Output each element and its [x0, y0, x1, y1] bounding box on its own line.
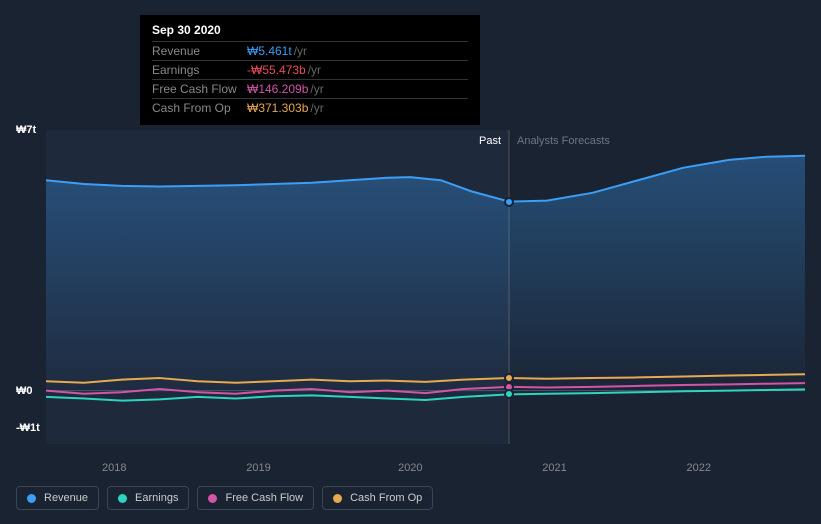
tooltip-metric-value: ₩5.461t: [247, 44, 292, 58]
tooltip-row: Earnings-₩55.473b/yr: [152, 61, 468, 80]
chart-svg: [46, 130, 805, 444]
tooltip-row: Revenue₩5.461t/yr: [152, 42, 468, 61]
x-axis-tick: 2022: [686, 462, 710, 474]
legend-item-earnings[interactable]: Earnings: [107, 486, 189, 510]
tooltip-metric-label: Revenue: [152, 44, 247, 58]
legend-item-cash-from-op[interactable]: Cash From Op: [322, 486, 433, 510]
legend-dot-icon: [118, 494, 127, 503]
tooltip-metric-value: -₩55.473b: [247, 63, 306, 77]
past-label: Past: [479, 135, 501, 147]
tooltip-metric-unit: /yr: [310, 82, 323, 96]
tooltip-metric-unit: /yr: [308, 63, 321, 77]
tooltip-metric-unit: /yr: [294, 44, 307, 58]
x-axis-tick: 2019: [246, 462, 270, 474]
chart-tooltip: Sep 30 2020 Revenue₩5.461t/yrEarnings-₩5…: [140, 15, 480, 125]
legend-label: Earnings: [135, 492, 178, 504]
x-axis-tick: 2021: [542, 462, 566, 474]
x-axis-tick: 2020: [398, 462, 422, 474]
x-axis-tick: 2018: [102, 462, 126, 474]
legend-label: Cash From Op: [350, 492, 422, 504]
y-axis-tick: ₩7t: [16, 124, 36, 136]
legend-dot-icon: [208, 494, 217, 503]
tooltip-date: Sep 30 2020: [152, 23, 468, 42]
chart-legend: Revenue Earnings Free Cash Flow Cash From O…: [16, 486, 433, 510]
chart-area: ₩7t₩0-₩1t PastAnalysts Forecasts 2018201…: [16, 120, 805, 464]
legend-item-revenue[interactable]: Revenue: [16, 486, 99, 510]
tooltip-metric-label: Free Cash Flow: [152, 82, 247, 96]
tooltip-metric-label: Cash From Op: [152, 101, 247, 115]
y-axis-tick: ₩0: [16, 385, 33, 397]
legend-dot-icon: [333, 494, 342, 503]
tooltip-metric-value: ₩371.303b: [247, 101, 308, 115]
tooltip-row: Cash From Op₩371.303b/yr: [152, 99, 468, 117]
legend-label: Revenue: [44, 492, 88, 504]
y-axis-tick: -₩1t: [16, 422, 40, 434]
tooltip-row: Free Cash Flow₩146.209b/yr: [152, 80, 468, 99]
forecast-label: Analysts Forecasts: [517, 135, 610, 147]
chart-marker: [504, 197, 514, 207]
legend-dot-icon: [27, 494, 36, 503]
tooltip-metric-unit: /yr: [310, 101, 323, 115]
legend-label: Free Cash Flow: [225, 492, 303, 504]
legend-item-free-cash-flow[interactable]: Free Cash Flow: [197, 486, 314, 510]
chart-plot[interactable]: PastAnalysts Forecasts 20182019202020212…: [46, 130, 805, 444]
tooltip-metric-value: ₩146.209b: [247, 82, 308, 96]
tooltip-metric-label: Earnings: [152, 63, 247, 77]
